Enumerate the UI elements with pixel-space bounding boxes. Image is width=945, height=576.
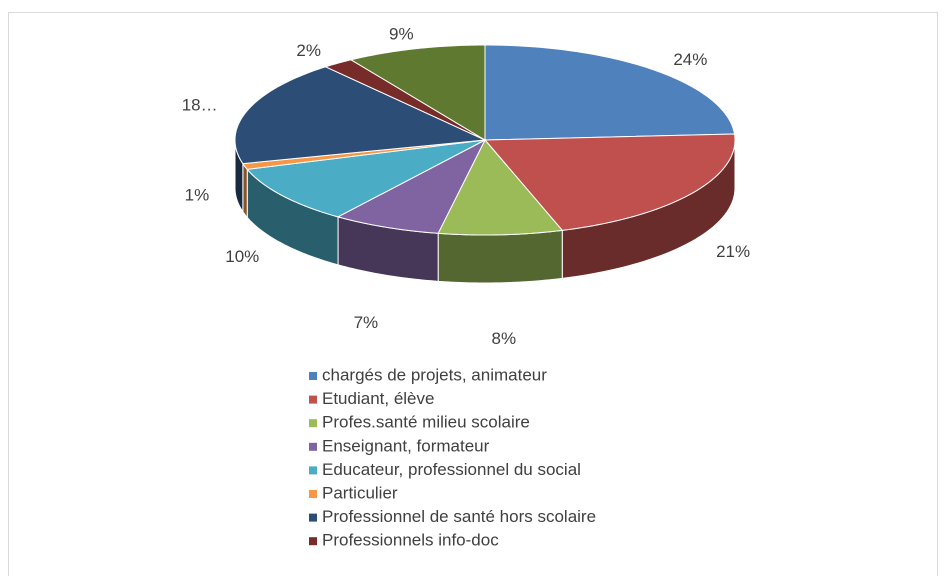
- legend-label: Particulier: [322, 483, 398, 502]
- legend-label: Profes.santé milieu scolaire: [322, 413, 530, 432]
- data-label: 9%: [389, 25, 414, 44]
- legend-label: Enseignant, formateur: [322, 436, 490, 455]
- legend-swatch: [309, 419, 317, 428]
- pie-slice: [483, 133, 736, 231]
- data-label: 2%: [296, 41, 321, 60]
- legend-swatch: [309, 442, 317, 451]
- data-label: 1%: [185, 185, 210, 204]
- pie-slice-side: [242, 162, 248, 219]
- pie-slice: [437, 139, 564, 236]
- pie-slice: [336, 138, 487, 234]
- legend-swatch: [309, 537, 317, 546]
- legend-swatch: [309, 490, 317, 498]
- pie-slice: [241, 139, 486, 170]
- legend-swatch: [309, 513, 317, 522]
- legend-label: Professionnels info-doc: [322, 531, 499, 550]
- legend-swatch: [309, 395, 317, 404]
- data-label: 18…: [182, 96, 218, 115]
- pie-slice: [349, 44, 486, 141]
- pie-slice: [246, 139, 486, 218]
- pie-slice: [234, 66, 487, 165]
- data-label: 7%: [354, 313, 379, 332]
- pie-slice-side: [437, 229, 563, 284]
- legend-label: Etudiant, élève: [322, 389, 434, 408]
- data-label: 8%: [492, 329, 517, 348]
- legend-swatch: [309, 466, 317, 475]
- legend-label: Professionnel de santé hors scolaire: [322, 507, 596, 526]
- legend-label: chargés de projets, animateur: [322, 365, 547, 384]
- legend-swatch: [309, 372, 317, 380]
- data-label: 24%: [673, 50, 707, 69]
- pie-slice: [484, 44, 736, 141]
- legend-label: Educateur, professionnel du social: [322, 460, 581, 479]
- pie-slice: [324, 59, 486, 141]
- data-label: 10%: [225, 247, 259, 266]
- data-label: 21%: [716, 242, 750, 261]
